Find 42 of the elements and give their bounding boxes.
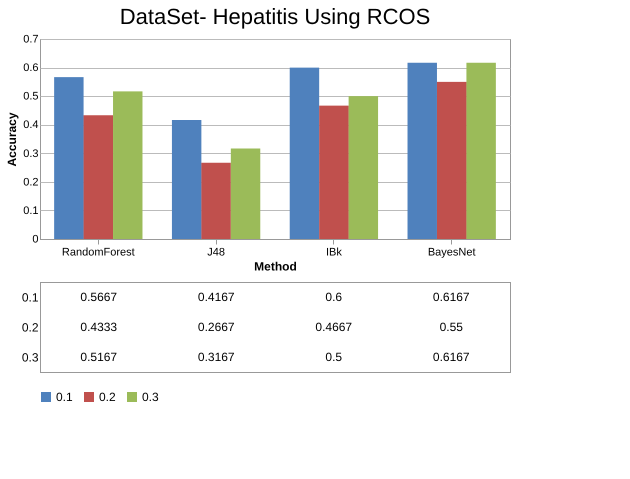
bar — [290, 68, 320, 239]
bar — [436, 82, 466, 239]
y-tick-label: 0 — [32, 234, 38, 246]
bar — [201, 162, 231, 239]
bar — [230, 148, 260, 239]
y-axis-title: Accuracy — [5, 112, 20, 167]
x-axis-title: Method — [254, 260, 297, 274]
bar — [84, 115, 114, 239]
data-label: 0.6167 — [432, 290, 470, 304]
y-tick-label: 0.6 — [23, 62, 38, 74]
y-tick-label: 0.5 — [23, 90, 38, 103]
data-label: 0.6167 — [432, 350, 470, 364]
bar — [408, 62, 437, 239]
bar — [113, 91, 142, 239]
data-label: 0.2667 — [198, 320, 235, 334]
legend-label: 0.1 — [56, 390, 74, 404]
bar — [348, 96, 378, 239]
bar — [172, 120, 202, 239]
y-tick-label: 0.7 — [23, 34, 38, 46]
data-label: 0.4333 — [80, 320, 118, 334]
x-tick-label: BayesNet — [428, 246, 476, 258]
data-label: 0.5 — [325, 350, 342, 364]
data-label: 0.5667 — [80, 290, 118, 304]
bar — [466, 62, 496, 239]
data-label: 0.4167 — [198, 290, 235, 304]
x-tick-label: RandomForest — [62, 246, 135, 258]
data-label: 0.6 — [325, 290, 342, 304]
y-tick-label: 0.3 — [23, 148, 38, 160]
legend-label: 0.3 — [142, 390, 160, 404]
y-tick-label: 0.1 — [23, 204, 38, 217]
data-label: 0.5167 — [80, 350, 118, 364]
x-tick-label: IBk — [326, 246, 342, 258]
data-label: 0.55 — [440, 320, 464, 334]
data-label: 0.3167 — [198, 350, 235, 364]
bar — [319, 106, 349, 239]
x-tick-label: J48 — [207, 246, 225, 258]
legend-label: 0.2 — [99, 390, 116, 404]
chart-title: DataSet- Hepatitis Using RCOS — [120, 4, 430, 29]
data-label: 0.4667 — [315, 320, 352, 334]
y-tick-label: 0.2 — [23, 176, 38, 188]
bar — [54, 77, 84, 239]
y-tick-label: 0.4 — [23, 119, 38, 132]
